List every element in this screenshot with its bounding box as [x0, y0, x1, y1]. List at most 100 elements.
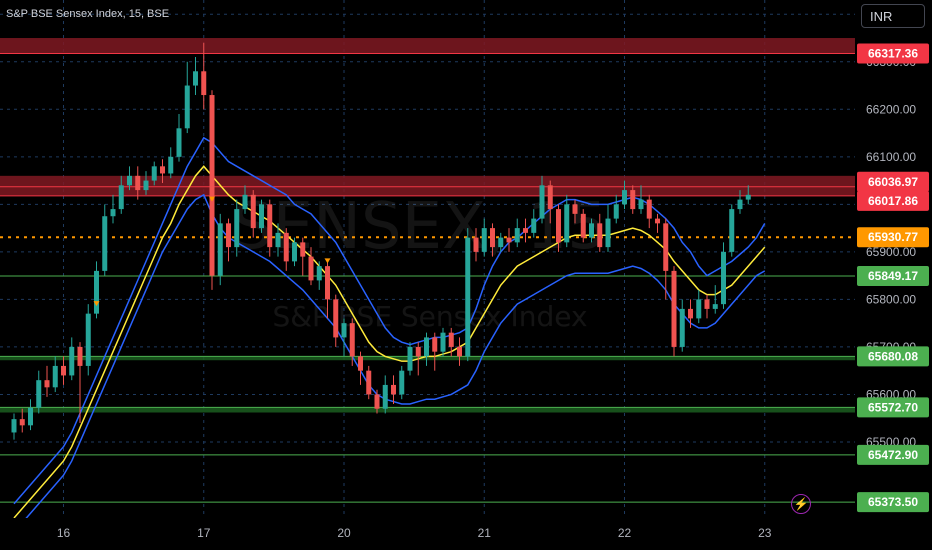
candle-body [688, 308, 693, 319]
candle-body [341, 323, 347, 338]
candle-body [473, 237, 479, 252]
x-tick-label: 22 [618, 526, 632, 540]
candle-body [19, 419, 25, 426]
symbol-title[interactable]: S&P BSE Sensex Index, 15, BSE [6, 8, 170, 20]
candle-body [655, 218, 660, 224]
candle-body [490, 228, 495, 248]
candle-body [184, 85, 190, 129]
watermark-name: S&P BSE Sensex Index [272, 300, 587, 333]
candle-body [176, 128, 182, 157]
candle-body [217, 223, 223, 276]
candle-body [630, 190, 636, 210]
candle-body [704, 299, 710, 309]
candle-body [671, 270, 677, 347]
signal-marker [93, 301, 100, 307]
candle-body [201, 71, 207, 96]
candle-body [382, 384, 388, 409]
candle-body [292, 242, 297, 262]
candle-body [498, 237, 504, 248]
candle-body [514, 228, 520, 243]
price-zone [0, 38, 855, 54]
y-tick-label: 66100.00 [866, 150, 916, 164]
candle-body [448, 332, 454, 347]
candle-body [531, 218, 537, 233]
candle-body [52, 365, 58, 388]
x-tick-label: 20 [337, 526, 351, 540]
candle-body [605, 218, 611, 248]
candle-body [69, 346, 75, 376]
price-badge [857, 190, 929, 211]
currency-selector[interactable]: INR [861, 4, 925, 28]
candle-body [539, 185, 545, 219]
indicator-line-2 [13, 193, 766, 533]
candle-body [168, 156, 174, 174]
candle-body [737, 199, 743, 210]
lightning-icon[interactable]: ⚡ [791, 494, 811, 514]
candle-body [481, 228, 487, 252]
price-badge-label: 66036.97 [868, 175, 918, 189]
candle-body [267, 204, 273, 248]
candle-body [638, 199, 644, 210]
candle-body [547, 185, 553, 210]
x-tick-label: 21 [478, 526, 492, 540]
candle-body [135, 175, 141, 191]
candle-body [572, 204, 578, 214]
y-tick-label: 66200.00 [866, 102, 916, 116]
price-badge [857, 171, 929, 192]
y-tick-label: 65800.00 [866, 292, 916, 306]
signal-marker [209, 196, 215, 202]
y-tick-label: 65900.00 [866, 245, 916, 259]
candle-body [94, 270, 99, 314]
candle-body [679, 308, 685, 347]
price-badge-label: 66317.36 [868, 47, 918, 61]
candle-body [358, 356, 363, 371]
indicator-line-0 [13, 136, 766, 505]
candle-body [415, 346, 421, 357]
candle-body [102, 216, 108, 271]
candle-body [300, 242, 306, 257]
candle-body [325, 266, 330, 300]
candle-body [745, 194, 751, 200]
candle-body [242, 194, 248, 210]
candle-body [28, 407, 33, 426]
price-badge-label: 65472.90 [868, 448, 918, 462]
price-badge [857, 444, 929, 465]
candle-body [160, 166, 165, 174]
candle-body [391, 384, 396, 395]
candle-body [118, 185, 124, 210]
candle-body [721, 251, 726, 305]
candle-body [564, 204, 570, 243]
price-badge [857, 492, 929, 513]
candle-body [110, 209, 116, 217]
price-badge [857, 227, 929, 248]
candle-body [589, 223, 594, 238]
candle-body [729, 209, 735, 252]
candle-body [399, 370, 405, 395]
price-badge-label: 65930.77 [868, 230, 918, 244]
indicator-line-1 [13, 165, 766, 519]
candle-body [250, 194, 256, 229]
candle-body [613, 204, 619, 219]
candle-body [432, 337, 438, 352]
candle-body [11, 419, 17, 433]
candle-body [259, 204, 264, 229]
price-badge [857, 43, 929, 64]
price-badge-label: 65572.70 [868, 400, 918, 414]
candle-body [712, 304, 718, 309]
candle-body [407, 346, 413, 371]
candle-body [234, 209, 240, 248]
candle-body [597, 223, 603, 248]
candle-body [143, 180, 149, 191]
price-zone [0, 356, 855, 361]
price-badge-label: 66017.86 [868, 194, 918, 208]
price-badge-label: 65373.50 [868, 495, 918, 509]
candle-body [209, 95, 215, 276]
candle-body [333, 299, 339, 338]
candle-body [316, 266, 322, 281]
candle-body [465, 237, 471, 357]
price-badge [857, 397, 929, 418]
candle-body [424, 337, 429, 357]
candle-body [374, 394, 380, 409]
candle-body [696, 299, 702, 319]
